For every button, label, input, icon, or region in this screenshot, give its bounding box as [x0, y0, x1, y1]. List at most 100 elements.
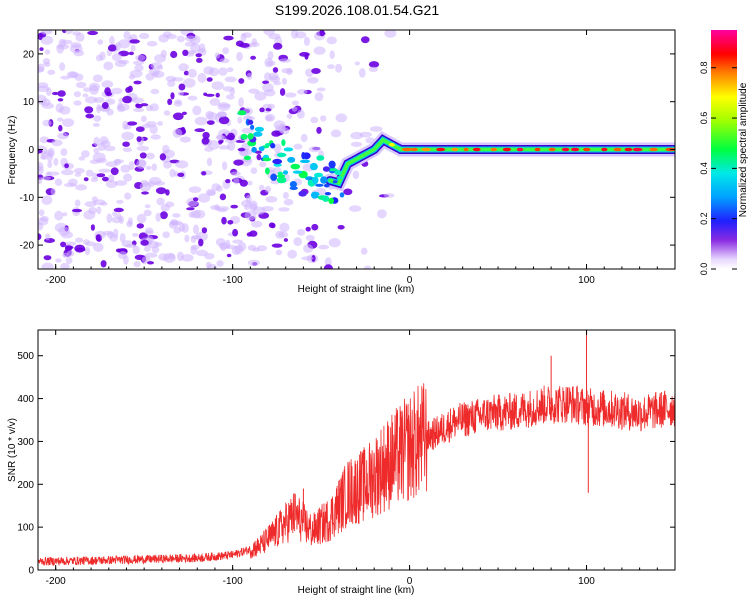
ridge-blob [290, 163, 301, 170]
noise-blob [39, 47, 44, 51]
noise-blob [227, 220, 234, 225]
y-tick-label: 200 [17, 480, 34, 491]
noise-blob [251, 220, 263, 228]
noise-blob [318, 244, 330, 250]
ridge-blob [322, 166, 330, 172]
noise-blob [187, 95, 198, 101]
noise-blob [198, 238, 204, 247]
noise-blob [232, 228, 239, 237]
ridge-edge [325, 134, 675, 189]
noise-blob [130, 44, 136, 52]
noise-blob [187, 68, 197, 78]
ridge-hotspot [516, 147, 524, 152]
ridge-blob [320, 176, 328, 184]
noise-blob [116, 213, 122, 220]
noise-blob [225, 179, 231, 184]
noise-blob [95, 54, 103, 62]
ridge-blob [328, 160, 336, 169]
noise-blob [279, 222, 290, 233]
noise-blob [55, 258, 62, 263]
noise-blob [93, 136, 100, 147]
noise-blob [183, 78, 196, 88]
ridge-blob [276, 152, 287, 158]
noise-blob [47, 69, 56, 75]
noise-blob [65, 245, 74, 250]
noise-blob [184, 234, 190, 243]
noise-blob [156, 197, 165, 206]
snr-panel: -200 -100 0 100 0 100 200 300 400 500 Height of s… [7, 329, 676, 596]
noise-blob [132, 60, 144, 66]
spectrogram-xlabel: Height of straight line (km) [298, 284, 415, 295]
noise-blob [184, 35, 197, 42]
noise-blob [238, 78, 245, 84]
noise-blob [101, 80, 114, 89]
noise-blob [162, 144, 170, 154]
noise-blob [206, 263, 218, 269]
noise-blob [273, 81, 282, 86]
noise-blob [201, 137, 210, 145]
noise-blob [278, 207, 290, 212]
noise-blob [283, 238, 288, 242]
noise-blob [64, 163, 69, 169]
noise-blob [352, 170, 360, 180]
noise-blob [190, 244, 200, 250]
noise-blob [84, 106, 94, 114]
noise-blob [105, 91, 113, 97]
ridge-blob [287, 156, 296, 163]
noise-blob [320, 115, 327, 122]
noise-blob [172, 128, 183, 138]
noise-blob [251, 38, 258, 46]
noise-blob [99, 136, 109, 145]
noise-blob [57, 132, 69, 140]
noise-blob [139, 152, 147, 159]
noise-blob [291, 100, 299, 106]
noise-blob [155, 187, 167, 195]
noise-blob [105, 180, 118, 189]
noise-blob [103, 145, 116, 152]
noise-blob [54, 178, 63, 186]
ridge-blob [247, 133, 254, 140]
noise-blob [103, 61, 114, 71]
noise-blob [170, 92, 175, 100]
noise-blob [222, 47, 230, 55]
noise-blob [250, 55, 256, 60]
noise-blob [83, 87, 92, 92]
noise-blob [50, 188, 56, 196]
ridge-hotspot [401, 147, 413, 152]
noise-blob [143, 245, 151, 252]
noise-blob [301, 256, 314, 261]
noise-blob [38, 149, 43, 154]
noise-blob [233, 159, 244, 166]
noise-blob [144, 230, 154, 235]
noise-blob [100, 260, 107, 268]
noise-blob [117, 251, 127, 259]
noise-blob [239, 179, 248, 187]
noise-blob [51, 139, 63, 147]
noise-blob [84, 246, 91, 256]
noise-blob [178, 83, 186, 91]
colorbar-tick-label: 0.8 [699, 61, 709, 74]
noise-blob [316, 126, 322, 134]
noise-blob [211, 81, 224, 91]
noise-blob [196, 57, 203, 63]
noise-blob [195, 53, 202, 58]
ridge-hotspot [601, 147, 608, 152]
noise-blob [350, 131, 364, 140]
noise-blob [163, 110, 171, 116]
noise-blob [273, 42, 283, 50]
noise-blob [286, 67, 293, 76]
noise-blob [349, 205, 362, 212]
noise-blob [43, 255, 52, 261]
noise-blob [75, 184, 87, 191]
ridge-blob [253, 131, 263, 137]
ridge-blob [328, 168, 338, 172]
noise-blob [61, 169, 74, 176]
x-tick-label: -100 [223, 576, 243, 587]
noise-blob [316, 87, 326, 92]
noise-blob [154, 54, 167, 63]
noise-blob [45, 87, 52, 96]
noise-blob [97, 39, 104, 45]
noise-blob [278, 123, 285, 134]
noise-blob [218, 67, 228, 76]
noise-blob [41, 262, 54, 269]
